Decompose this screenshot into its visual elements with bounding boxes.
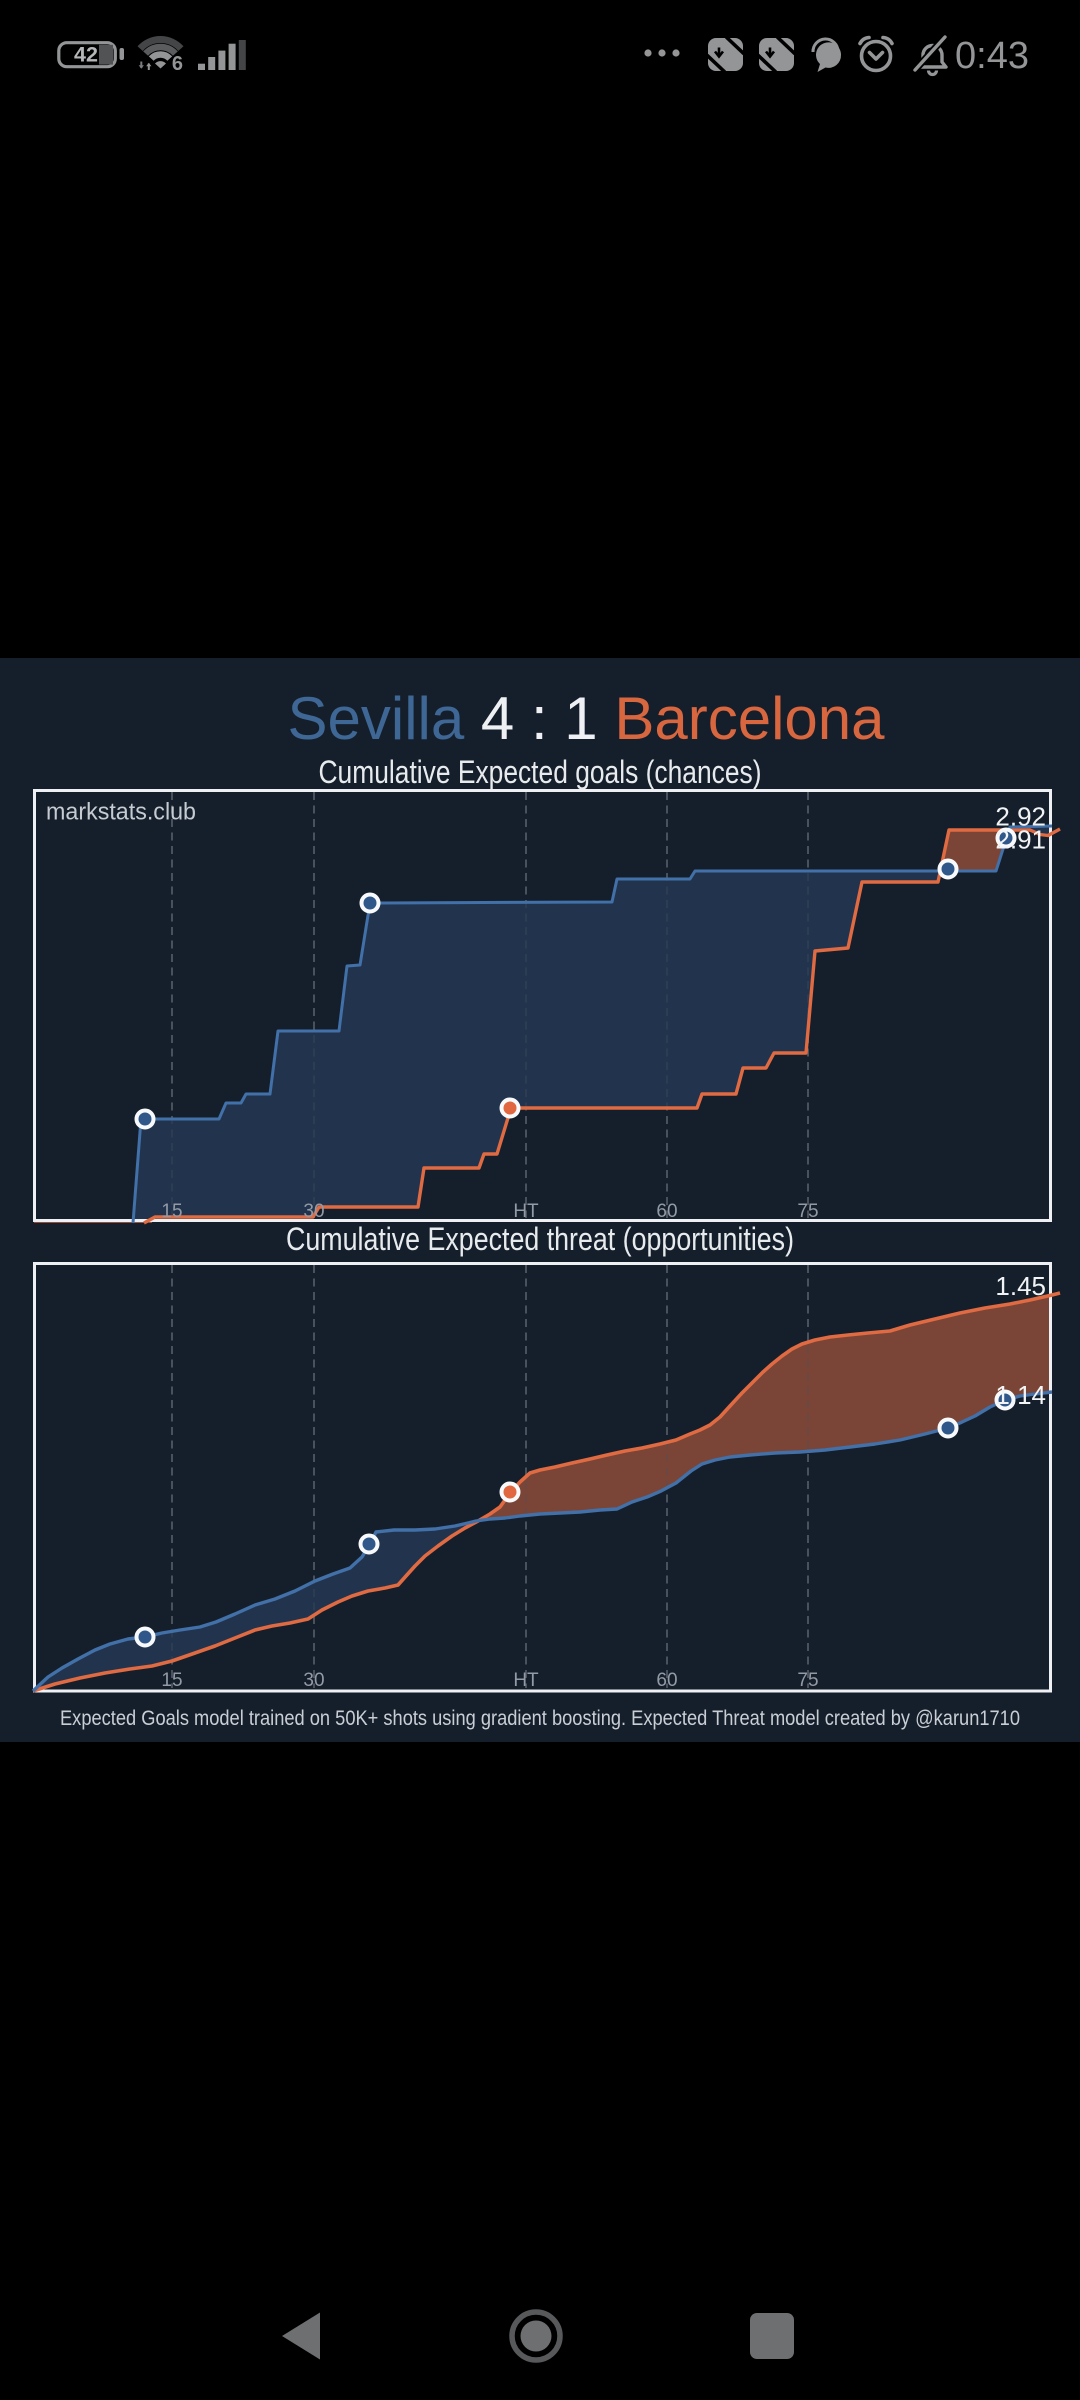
svg-text:1.45: 1.45 xyxy=(995,1271,1046,1301)
svg-text:30: 30 xyxy=(303,1201,324,1222)
svg-text:HT: HT xyxy=(513,1670,539,1691)
svg-text:Cumulative Expected threat (op: Cumulative Expected threat (opportunitie… xyxy=(286,1221,794,1257)
svg-text:markstats.club: markstats.club xyxy=(46,799,196,826)
svg-text:75: 75 xyxy=(797,1201,818,1222)
svg-text:60: 60 xyxy=(656,1670,677,1691)
svg-text:HT: HT xyxy=(513,1201,539,1222)
svg-text:30: 30 xyxy=(303,1670,324,1691)
svg-text:Sevilla 4 : 1 Barcelona: Sevilla 4 : 1 Barcelona xyxy=(287,685,885,752)
svg-text:0:43: 0:43 xyxy=(955,35,1029,77)
svg-text:6: 6 xyxy=(172,53,183,75)
svg-text:Expected Goals model trained o: Expected Goals model trained on 50K+ sho… xyxy=(60,1706,1020,1730)
svg-text:60: 60 xyxy=(656,1201,677,1222)
svg-text:2.91: 2.91 xyxy=(995,825,1046,855)
svg-text:42: 42 xyxy=(74,43,98,67)
svg-text:15: 15 xyxy=(161,1201,182,1222)
svg-text:15: 15 xyxy=(161,1670,182,1691)
svg-text:Cumulative Expected goals (cha: Cumulative Expected goals (chances) xyxy=(319,754,762,790)
svg-text:1.14: 1.14 xyxy=(995,1380,1046,1410)
svg-text:75: 75 xyxy=(797,1670,818,1691)
svg-text:2.92: 2.92 xyxy=(995,802,1046,832)
